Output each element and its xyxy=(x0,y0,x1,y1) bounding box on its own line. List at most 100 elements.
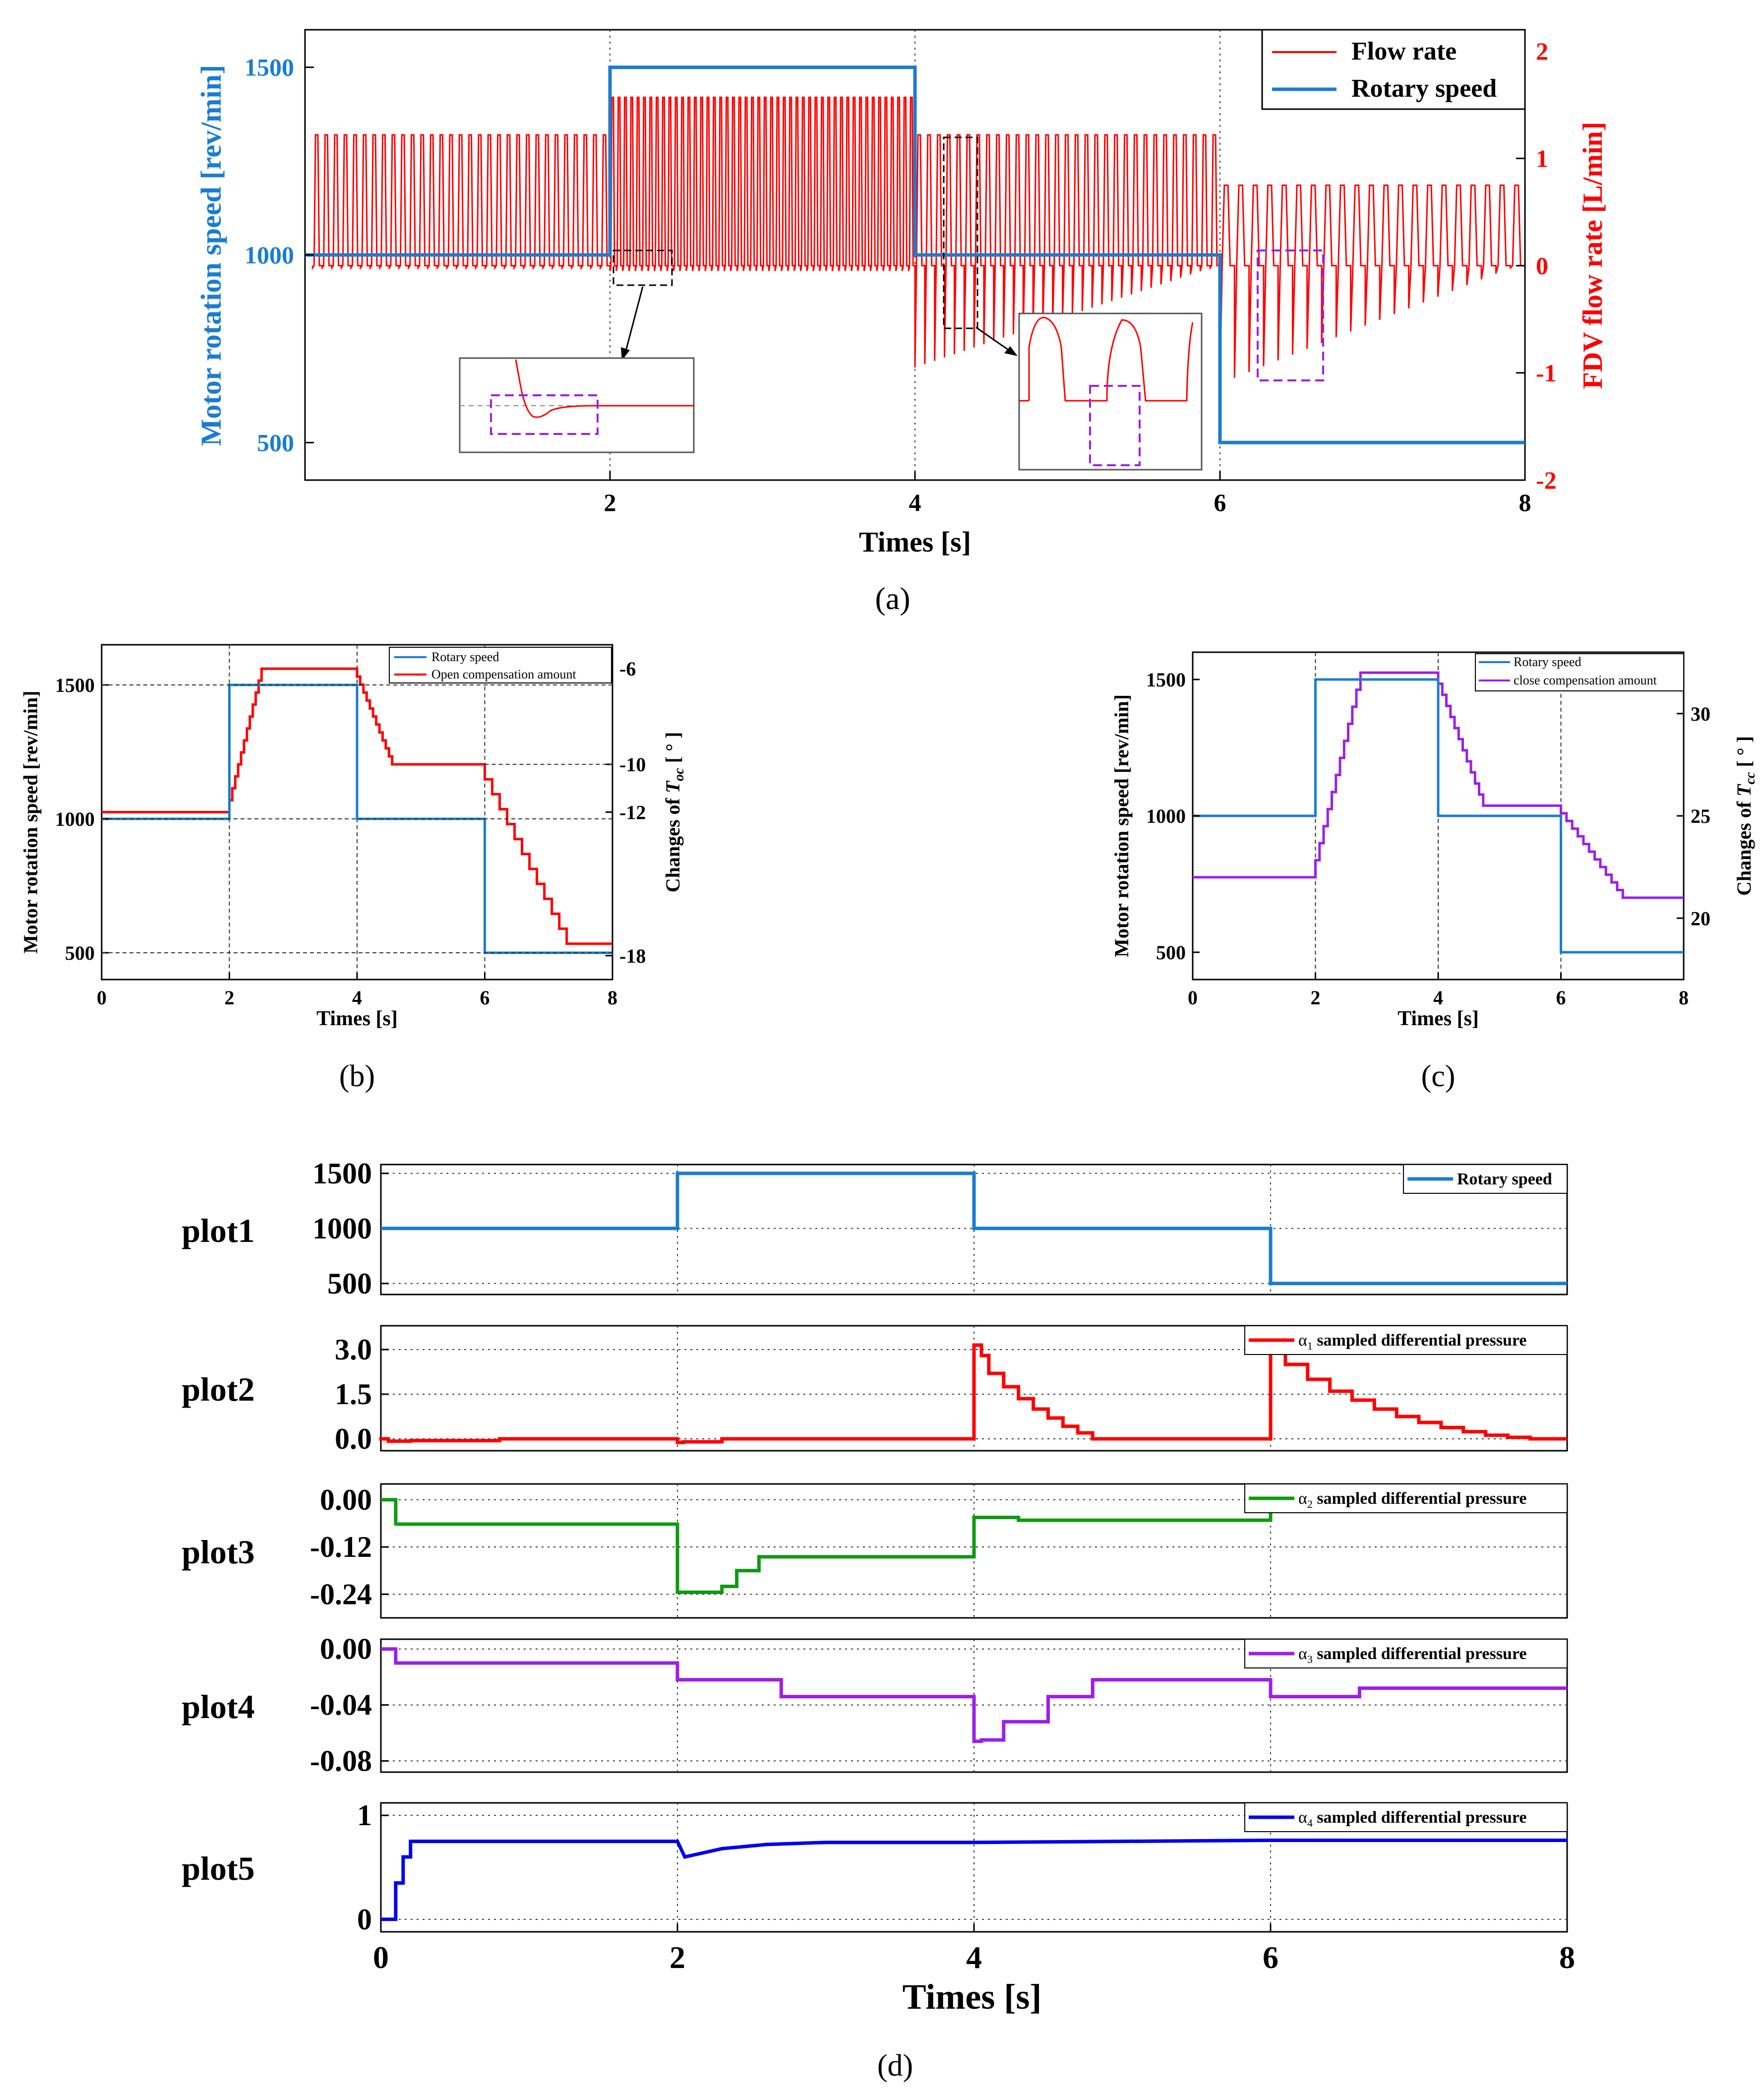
legend-label: α1 sampled differential pressure xyxy=(1298,1331,1526,1352)
ytick-label: -0.12 xyxy=(310,1531,372,1563)
xtick-label: 2 xyxy=(1311,986,1321,1009)
legend-box xyxy=(1261,29,1526,110)
xtick-label: 8 xyxy=(608,986,617,1009)
ytick-label: 1 xyxy=(357,1799,372,1832)
caption-d: (d) xyxy=(877,2049,913,2083)
zoom-arrow-1 xyxy=(624,286,644,355)
x-axis-title: Times [s] xyxy=(859,526,971,558)
zoom-box-2 xyxy=(943,136,978,329)
xtick-label: 6 xyxy=(1263,1940,1278,1975)
subplot-series-1 xyxy=(381,1171,1567,1286)
legend-label-speed: Rotary speed xyxy=(1514,655,1581,669)
legend-box xyxy=(1244,1325,1568,1355)
legend-alpha: α xyxy=(1298,1808,1307,1827)
caption-b: (b) xyxy=(339,1059,375,1093)
ytick-label-right: 0 xyxy=(1536,252,1548,280)
ytick-label-right: 20 xyxy=(1691,907,1710,929)
xtick-label: 0 xyxy=(97,986,107,1009)
ytick-label: 500 xyxy=(327,1267,372,1300)
ytick-label-right: -2 xyxy=(1536,466,1557,494)
inset-2 xyxy=(1018,312,1203,471)
ytick-label-left: 1000 xyxy=(1146,805,1186,827)
legend-label: α4 sampled differential pressure xyxy=(1298,1808,1526,1829)
inset-2-curve xyxy=(1028,316,1194,402)
legend-rest: sampled differential pressure xyxy=(1313,1645,1527,1663)
legend-label-flow: Flow rate xyxy=(1351,37,1457,65)
ytick-label: 1500 xyxy=(312,1157,372,1190)
subplot-label: plot4 xyxy=(182,1688,254,1725)
ytick-label-right: -6 xyxy=(619,658,636,680)
zoom-arrow-2 xyxy=(975,326,1012,353)
subplot-series-5 xyxy=(381,1839,1567,1921)
zoom-box-1 xyxy=(612,249,673,286)
legend-rest: sampled differential pressure xyxy=(1313,1808,1527,1827)
legend-box xyxy=(1244,1639,1568,1668)
ytick-label: 0 xyxy=(357,1903,372,1936)
inset-1-box xyxy=(490,394,599,435)
inset-1-curve xyxy=(515,359,694,418)
xtick-label: 4 xyxy=(966,1940,982,1975)
ytick-label-left: 1500 xyxy=(244,54,294,81)
xtick-label: 8 xyxy=(1519,489,1531,516)
xtick-label: 8 xyxy=(1679,986,1689,1009)
xtick-label: 6 xyxy=(1214,489,1226,516)
x-axis-title: Times [s] xyxy=(316,1007,398,1030)
ytick-label-left: 1000 xyxy=(244,241,294,269)
ytick-label-right: -18 xyxy=(619,945,646,967)
x-axis-title: Times [s] xyxy=(1398,1007,1479,1030)
caption-a: (a) xyxy=(875,581,910,616)
xtick-label: 6 xyxy=(1556,986,1566,1009)
legend-box xyxy=(389,647,612,683)
subplot-series-4 xyxy=(381,1647,1567,1743)
xtick-label: 2 xyxy=(225,986,235,1009)
xtick-label: 6 xyxy=(480,986,490,1009)
ytick-label: 3.0 xyxy=(335,1333,372,1366)
caption-c: (c) xyxy=(1421,1059,1456,1093)
subplot-label: plot3 xyxy=(182,1533,254,1571)
ytick-label-right: 1 xyxy=(1536,144,1548,172)
rotary-speed-line xyxy=(305,65,1525,444)
legend-box xyxy=(1475,653,1684,691)
ytick-label: 0.00 xyxy=(320,1633,372,1665)
y-title-suffix: [ ° ] xyxy=(1733,736,1755,772)
legend-label: α3 sampled differential pressure xyxy=(1298,1645,1526,1665)
y-title-prefix: Changes of xyxy=(1733,797,1755,896)
subplot-label: plot2 xyxy=(182,1370,254,1408)
x-axis-title: Times [s] xyxy=(903,1977,1042,2017)
xtick-label: 0 xyxy=(373,1940,389,1975)
legend-sub: 1 xyxy=(1307,1340,1313,1352)
ytick-label-left: 500 xyxy=(1156,941,1186,964)
ytick-label: 0.0 xyxy=(335,1422,372,1455)
legend-rest: sampled differential pressure xyxy=(1313,1331,1527,1350)
ytick-label-right: 25 xyxy=(1691,805,1710,827)
legend-label: Rotary speed xyxy=(1457,1170,1552,1188)
inset-2-box xyxy=(1089,385,1141,466)
subplot-series-3 xyxy=(381,1498,1567,1594)
ytick-label-left: 500 xyxy=(257,429,294,456)
ytick-label: -0.08 xyxy=(310,1744,372,1777)
ytick-label-left: 1000 xyxy=(55,808,95,830)
y-title-sub: oc xyxy=(671,768,687,781)
xtick-label: 2 xyxy=(604,489,616,516)
legend-rest: sampled differential pressure xyxy=(1313,1489,1527,1508)
open-compensation-line xyxy=(102,667,612,945)
xtick-label: 4 xyxy=(909,489,921,516)
ytick-label-left: 1500 xyxy=(1146,669,1186,691)
y-title-var: T xyxy=(1733,784,1755,797)
close-compensation-line xyxy=(1193,671,1684,899)
y-title-var: T xyxy=(662,780,684,793)
legend-label: α2 sampled differential pressure xyxy=(1298,1489,1526,1510)
rotary-speed-line xyxy=(102,683,612,954)
zoom-box-3 xyxy=(1257,249,1324,381)
y-axis-title-left: Motor rotation speed [rev/min] xyxy=(19,691,42,954)
flow-rate-line xyxy=(311,96,1525,384)
y-axis-title-right: FDV flow rate [L/min] xyxy=(1578,122,1608,389)
ytick-label-left: 1500 xyxy=(55,674,95,696)
xtick-label: 4 xyxy=(1433,986,1443,1009)
ytick-label-right: 30 xyxy=(1691,703,1710,725)
y-title-prefix: Changes of xyxy=(662,793,684,892)
legend-sub: 2 xyxy=(1307,1498,1313,1510)
arrow-head xyxy=(621,347,630,361)
